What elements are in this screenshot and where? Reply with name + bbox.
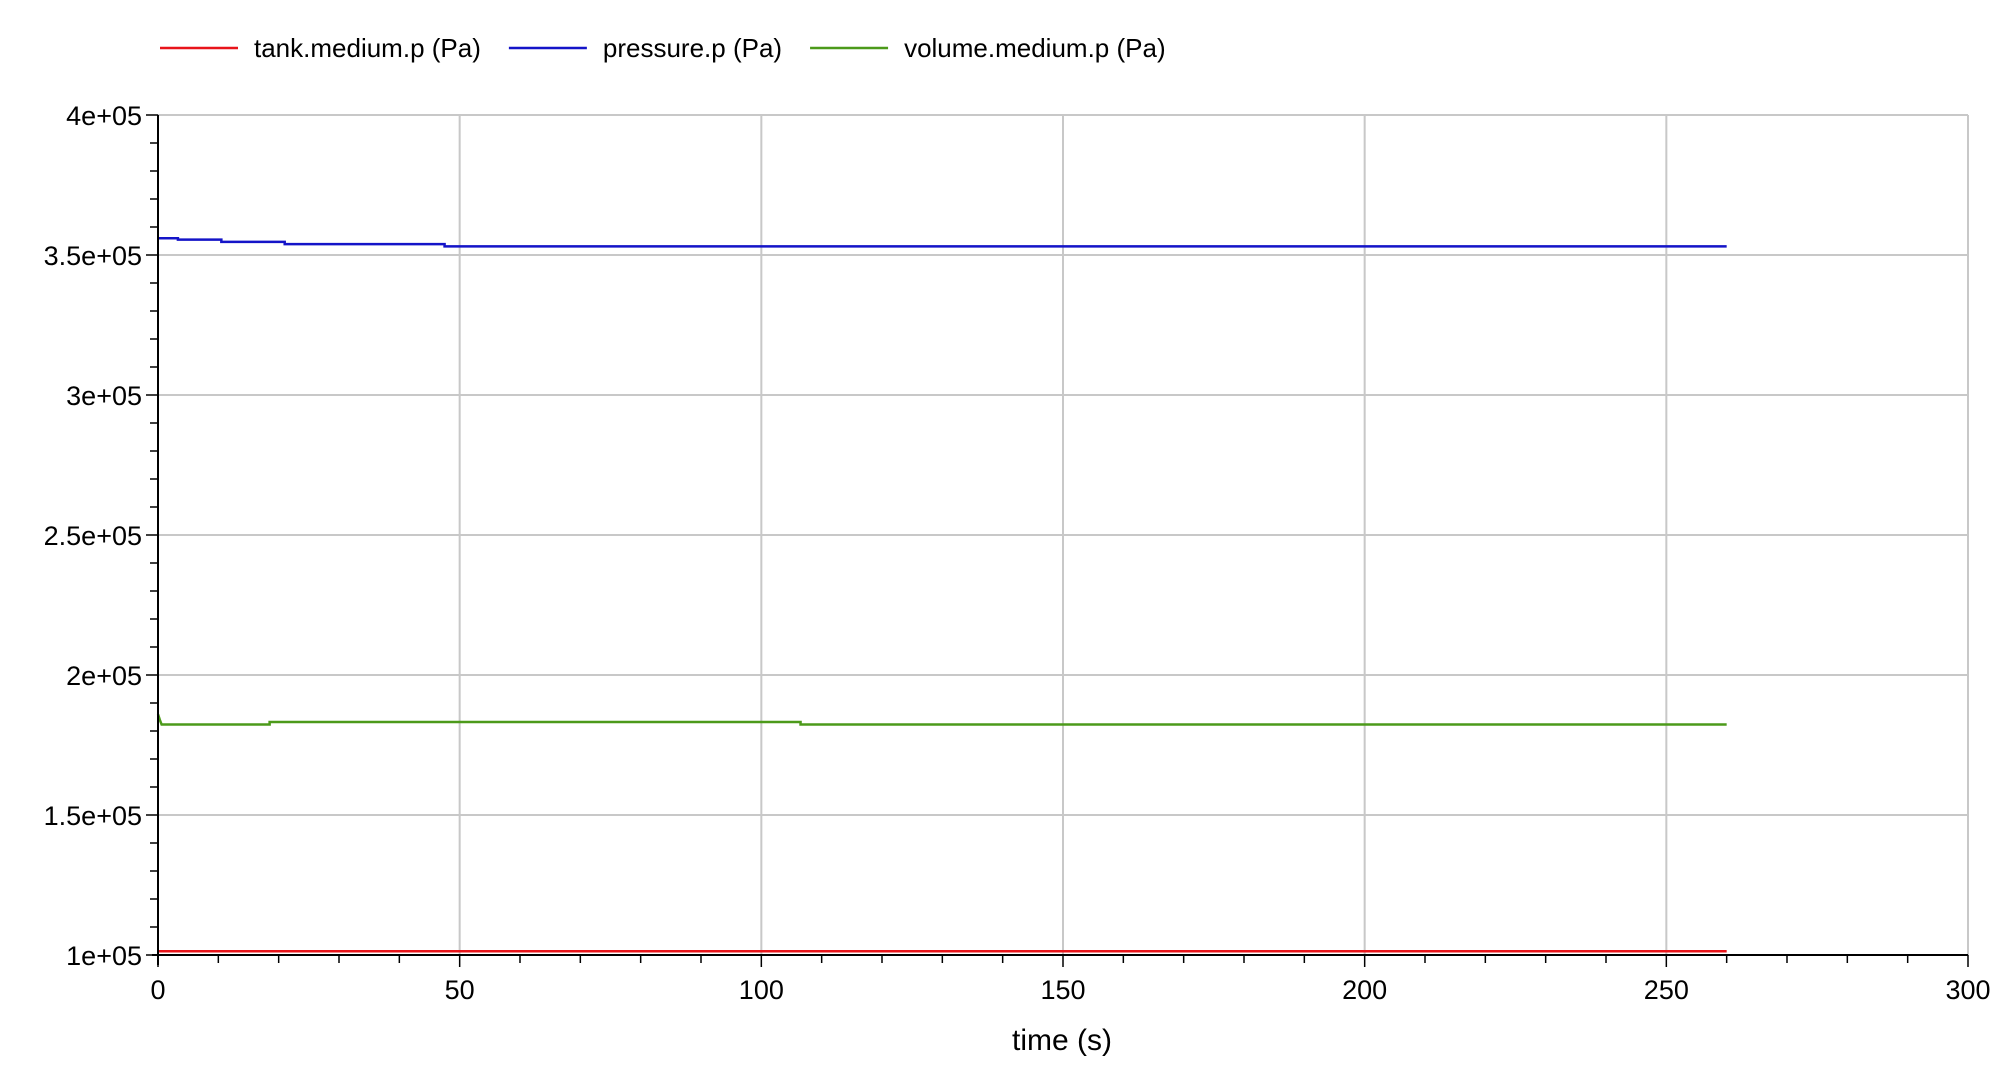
- legend-label: tank.medium.p (Pa): [254, 33, 481, 63]
- x-tick-label: 0: [150, 975, 165, 1005]
- x-tick-label: 50: [445, 975, 475, 1005]
- x-axis-title: time (s): [1012, 1024, 1112, 1057]
- series-line-1: [158, 236, 1727, 248]
- y-tick-label: 4e+05: [66, 101, 142, 131]
- y-tick-label: 2e+05: [66, 661, 142, 691]
- x-tick-label: 150: [1040, 975, 1085, 1005]
- x-tick-label: 300: [1945, 975, 1990, 1005]
- legend-entry-1: pressure.p (Pa): [508, 33, 782, 63]
- legend: tank.medium.p (Pa) pressure.p (Pa) volume.…: [160, 33, 1166, 63]
- y-tick-label: 3.5e+05: [44, 241, 142, 271]
- legend-entry-0: tank.medium.p (Pa): [160, 33, 481, 63]
- ticks: 0 50 100 150 200 250 300 1e+05 1.5e+05 2e+05 2.5e+…: [44, 101, 1991, 1005]
- legend-label: pressure.p (Pa): [603, 33, 782, 63]
- x-tick-label: 250: [1644, 975, 1689, 1005]
- y-tick-label: 1.5e+05: [44, 801, 142, 831]
- x-tick-label: 200: [1342, 975, 1387, 1005]
- legend-entry-2: volume.medium.p (Pa): [810, 33, 1166, 63]
- y-tick-label: 2.5e+05: [44, 521, 142, 551]
- y-tick-label: 3e+05: [66, 381, 142, 411]
- y-tick-label: 1e+05: [66, 941, 142, 971]
- grid: [158, 114, 1969, 955]
- series-line-2: [156, 713, 1727, 726]
- axes: [152, 115, 1968, 965]
- x-tick-label: 100: [739, 975, 784, 1005]
- series-lines: [156, 236, 1727, 953]
- legend-label: volume.medium.p (Pa): [904, 33, 1166, 63]
